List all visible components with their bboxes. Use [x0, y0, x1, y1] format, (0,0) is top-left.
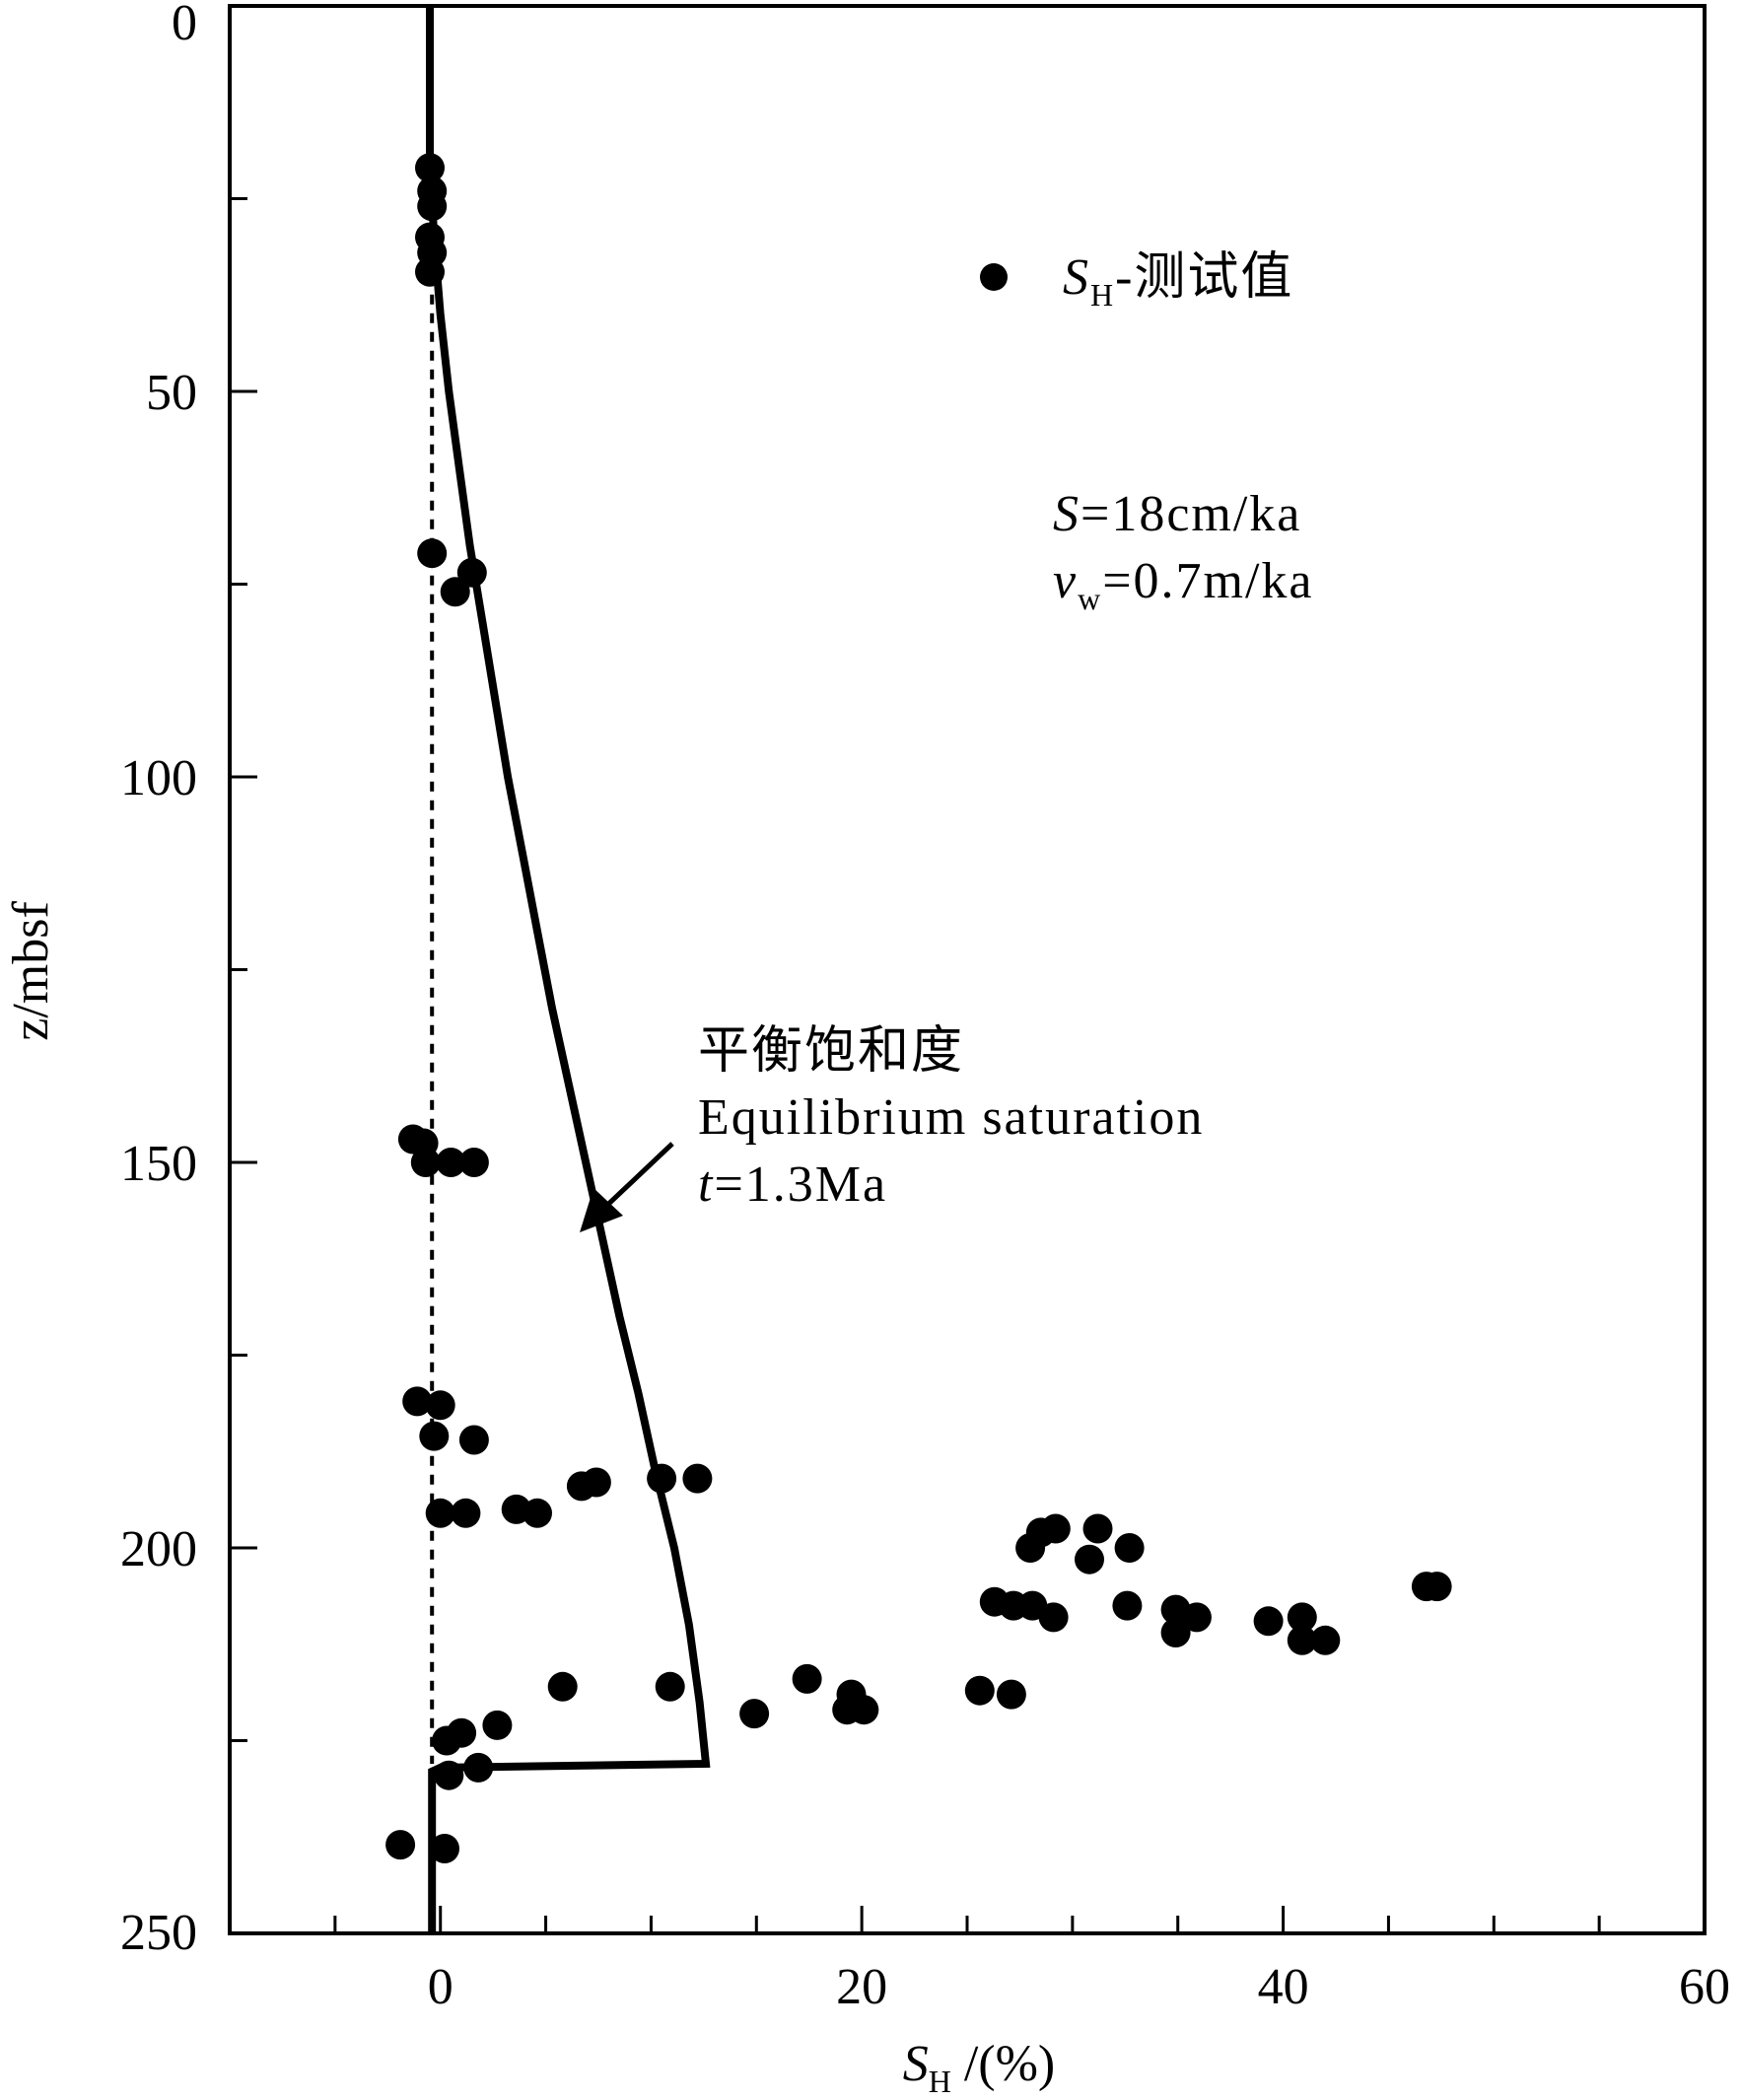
sh-data-point — [415, 256, 445, 287]
x-tick-label: 60 — [1679, 1959, 1730, 2015]
sh-data-point — [417, 191, 448, 222]
sh-data-point — [1114, 1533, 1145, 1563]
sh-data-point — [402, 1386, 433, 1417]
x-tick-label: 0 — [428, 1959, 453, 2015]
x-tick-label: 40 — [1258, 1959, 1309, 2015]
plot-frame — [228, 4, 1707, 1935]
sh-data-point — [655, 1671, 685, 1702]
sh-data-point — [581, 1467, 611, 1498]
legend-marker — [980, 263, 1008, 291]
y-tick-label: 150 — [120, 1136, 197, 1192]
y-tick-label: 0 — [172, 0, 197, 51]
sh-data-point — [1075, 1544, 1104, 1575]
annotation-arrow-shaft — [599, 1142, 674, 1213]
sh-data-point — [1287, 1602, 1317, 1633]
sh-data-point — [458, 1148, 489, 1177]
param-line-2: vw=0.7m/ka — [1053, 553, 1314, 616]
param-2-text: =0.7m/ka — [1102, 553, 1313, 609]
sh-data-point — [792, 1663, 822, 1694]
annotation-line-2: Equilibrium saturation — [698, 1089, 1204, 1146]
annotation-line-3: t=1.3Ma — [698, 1156, 887, 1213]
sh-data-point — [436, 1148, 466, 1177]
legend-symbol: S — [1063, 249, 1090, 306]
sh-data-point — [440, 577, 470, 607]
sh-data-point — [1160, 1618, 1191, 1647]
sh-data-point — [385, 1830, 416, 1860]
x-axis-subscript: H — [929, 2064, 951, 2099]
sh-data-point — [849, 1695, 879, 1725]
param-line-1: S=18cm/ka — [1053, 486, 1301, 542]
y-tick-label: 100 — [120, 750, 197, 806]
x-tick-label: 20 — [836, 1959, 887, 2015]
param-2-symbol: v — [1053, 553, 1078, 609]
sh-data-point — [425, 1498, 455, 1528]
sh-data-point — [1112, 1590, 1143, 1621]
sh-data-point — [964, 1675, 995, 1706]
sh-data-point — [482, 1710, 513, 1740]
y-axis-ticks — [230, 4, 257, 1935]
sh-data-point — [451, 1498, 481, 1528]
sh-data-point — [415, 153, 445, 183]
legend: SH-测试值 — [980, 249, 1293, 313]
sh-data-point — [417, 538, 448, 569]
series-layer — [385, 6, 1452, 1933]
x-axis-tick-labels: 0 20 40 60 — [428, 1959, 1730, 2015]
x-axis-label: SH /(%) — [903, 2036, 1056, 2099]
annotation-t-symbol: t — [698, 1156, 714, 1213]
sh-data-point — [456, 557, 487, 588]
sh-data-point — [1038, 1602, 1069, 1633]
sh-data-point — [463, 1752, 494, 1783]
x-axis-symbol: S — [903, 2036, 929, 2092]
sh-data-point — [447, 1717, 477, 1748]
sh-data-point — [458, 1425, 489, 1455]
sh-data-point — [1310, 1625, 1341, 1655]
sh-data-point — [739, 1699, 770, 1729]
sh-data-point — [1422, 1572, 1452, 1602]
equilibrium-saturation-curve — [426, 6, 711, 1933]
annotation-t-text: =1.3Ma — [714, 1156, 887, 1213]
annotation-arrow-head — [580, 1188, 623, 1232]
param-2-subscript: w — [1078, 581, 1102, 616]
sh-data-point — [425, 1390, 455, 1421]
x-axis-unit: /(%) — [951, 2036, 1055, 2092]
sh-data-point — [523, 1498, 552, 1528]
legend-subscript: H — [1090, 277, 1115, 313]
sh-data-point — [410, 1148, 441, 1177]
y-axis-tick-labels: 0 50 100 150 200 250 — [120, 0, 197, 1961]
curve-annotation: 平衡饱和度 Equilibrium saturation t=1.3Ma — [580, 1023, 1204, 1232]
legend-label: SH-测试值 — [1063, 249, 1293, 313]
sh-data-point — [647, 1463, 677, 1494]
sh-data-point — [434, 1760, 464, 1790]
param-1-symbol: S — [1053, 486, 1081, 542]
sh-data-point — [547, 1671, 578, 1702]
x-axis-ticks — [228, 1906, 1707, 1933]
sh-data-point — [1181, 1602, 1212, 1633]
legend-text: -测试值 — [1115, 249, 1293, 306]
annotation-line-1: 平衡饱和度 — [698, 1023, 964, 1080]
sh-data-point — [996, 1679, 1026, 1710]
y-tick-label: 50 — [146, 365, 197, 421]
sh-data-point — [419, 1421, 450, 1451]
param-1-text: =18cm/ka — [1081, 486, 1301, 542]
y-tick-label: 250 — [120, 1905, 197, 1961]
y-axis-label: z/mbsf — [3, 901, 59, 1041]
sh-data-point — [682, 1463, 713, 1494]
sh-data-point — [1082, 1513, 1113, 1544]
y-tick-label: 200 — [120, 1521, 197, 1577]
parameters: S=18cm/ka vw=0.7m/ka — [1053, 486, 1314, 616]
sh-data-point — [1253, 1606, 1284, 1637]
sh-data-point — [1287, 1625, 1317, 1655]
sh-data-point — [430, 1834, 459, 1863]
sh-data-point — [1040, 1513, 1071, 1544]
